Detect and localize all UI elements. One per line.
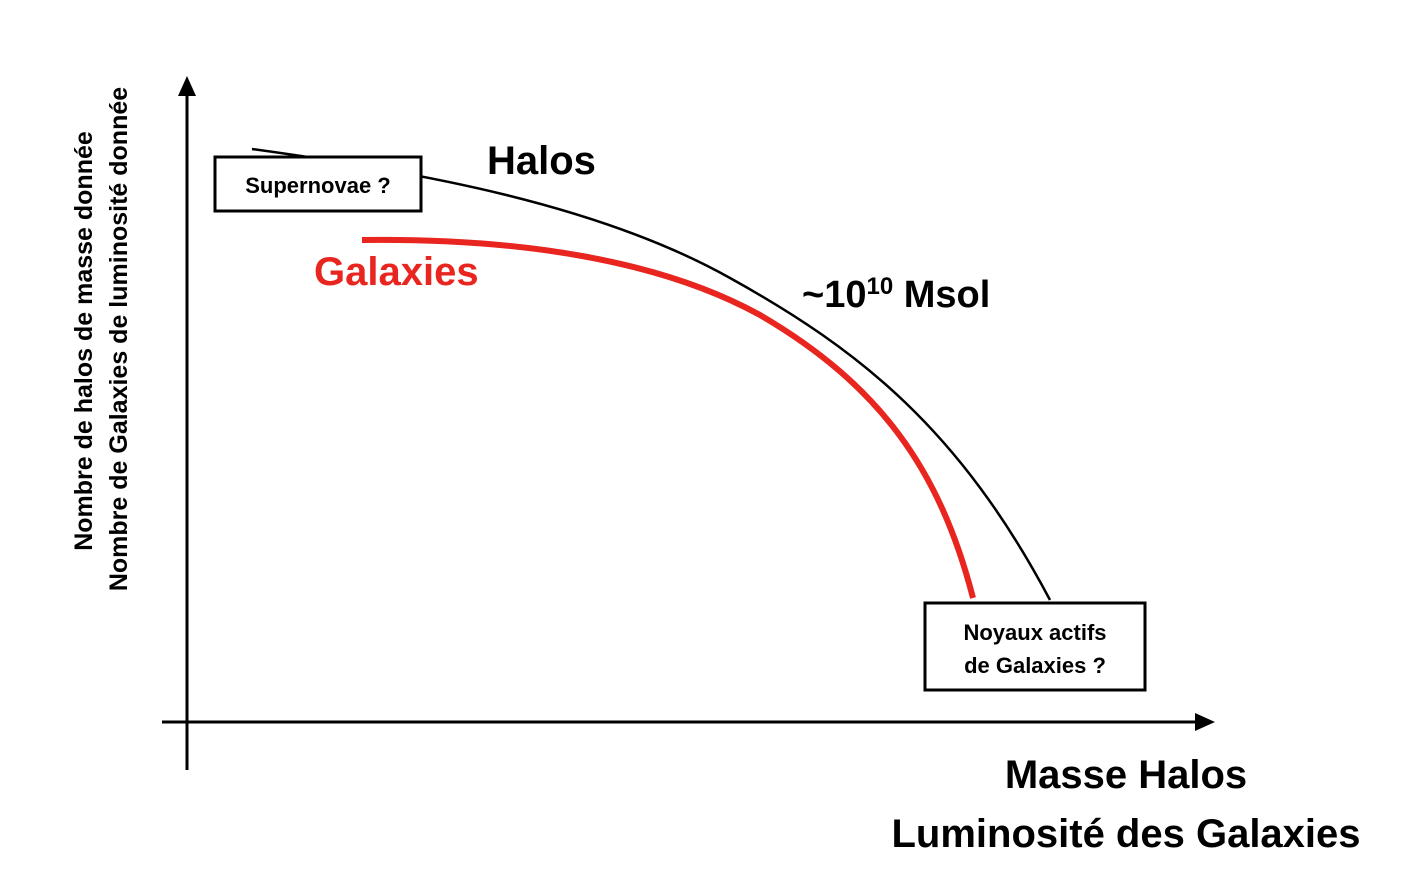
y-axis-label-line1: Nombre de halos de masse donnée	[70, 131, 98, 551]
galaxies-curve	[361, 236, 976, 599]
halos-curve	[251, 147, 1052, 601]
turnover-mass-label: ~1010 Msol	[802, 273, 990, 316]
galaxies-label: Galaxies	[314, 250, 479, 294]
supernovae-box-text: Supernovae ?	[245, 173, 390, 198]
x-axis-arrowhead	[1195, 713, 1215, 731]
agn-box	[923, 601, 1147, 692]
agn-box-line1: Noyaux actifs	[963, 620, 1106, 645]
x-axis-label-line1: Masse Halos	[1005, 753, 1247, 797]
turnover-exponent: 10	[866, 273, 893, 300]
y-axis-arrowhead	[178, 76, 196, 96]
x-axis-label-line2: Luminosité des Galaxies	[891, 812, 1360, 856]
halos-label: Halos	[487, 139, 596, 183]
agn-box-line2: de Galaxies ?	[964, 653, 1106, 678]
turnover-suffix: Msol	[893, 274, 990, 316]
turnover-prefix: ~10	[802, 274, 866, 316]
y-axis-label-line2: Nombre de Galaxies de luminosité donnée	[105, 87, 133, 591]
supernovae-box	[213, 155, 423, 213]
